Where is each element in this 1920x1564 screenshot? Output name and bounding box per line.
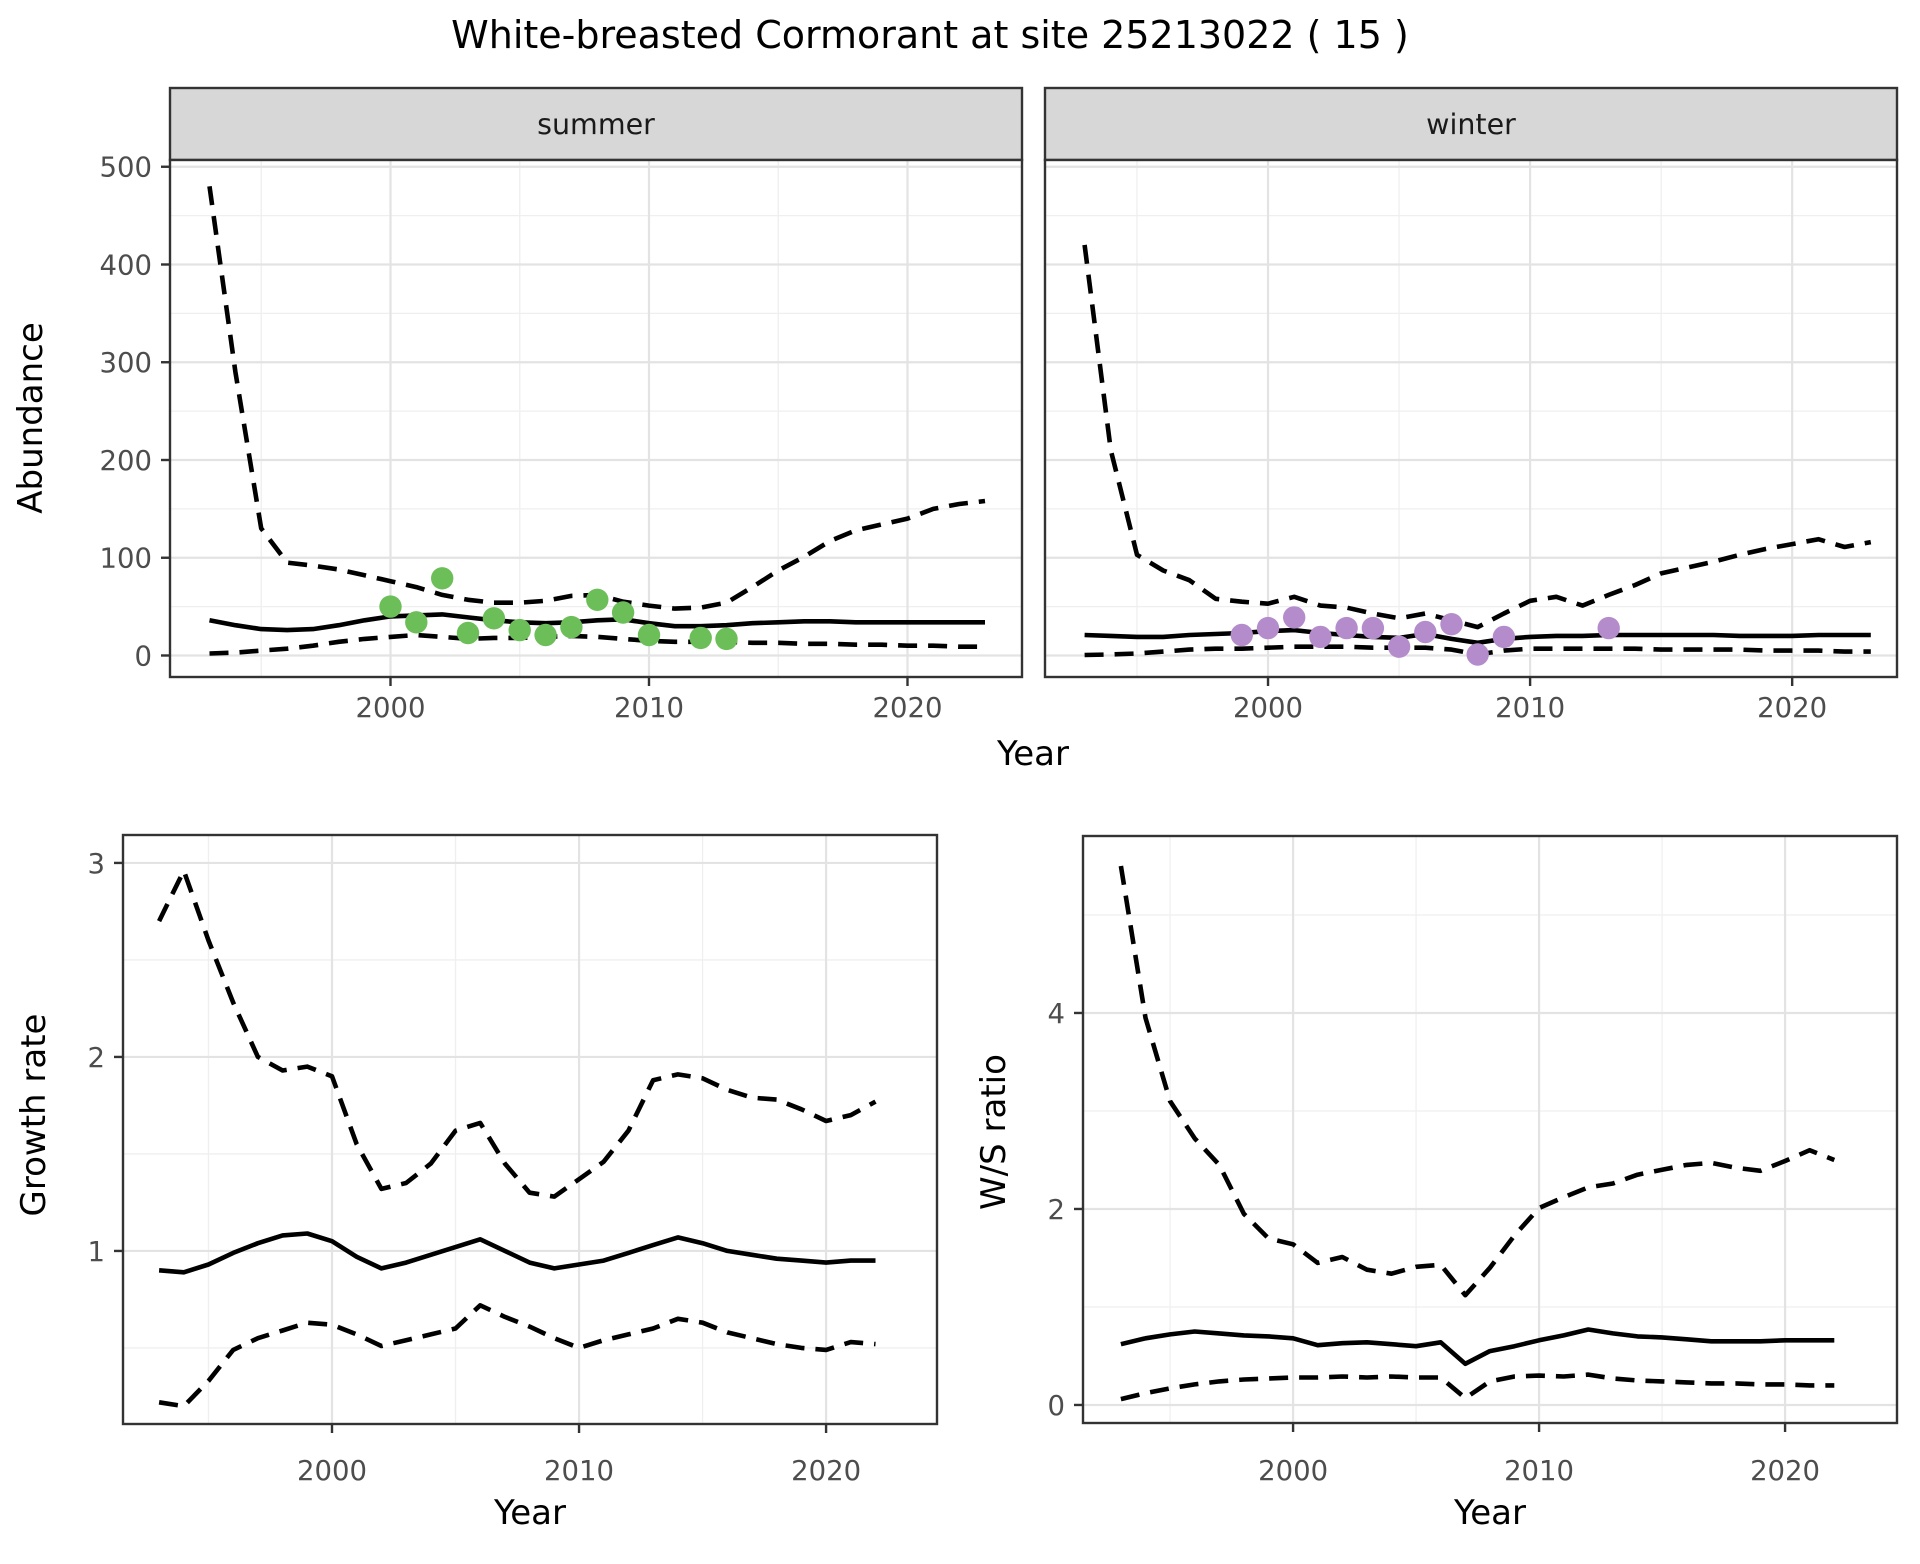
data-point <box>1230 623 1254 647</box>
chart-panel-abundance_summer: 2000 2010 2020 0 100 200 300 400 500 <box>100 152 1024 724</box>
data-point <box>586 588 609 611</box>
facet-strip-summer: summer <box>168 86 1024 162</box>
y-tick-label: 400 <box>100 249 153 281</box>
ci-lower_95ci-line <box>1120 1372 1835 1402</box>
chart-panel-ws_ratio: 2000 2010 2020 0 2 4 <box>1048 834 1899 1487</box>
data-point <box>560 615 583 639</box>
ci-upper_95ci-line <box>157 868 877 1199</box>
chart-panel-growth_rate: 2000 2010 2020 1 2 3 <box>88 833 939 1487</box>
x-tick-label: 2010 <box>544 1455 614 1487</box>
x-tick-label: 2010 <box>614 692 684 724</box>
data-point <box>431 567 454 590</box>
data-point <box>405 611 428 634</box>
facet-label-winter: winter <box>1426 108 1516 141</box>
median-line <box>209 612 985 633</box>
x-tick-label: 2020 <box>872 692 942 724</box>
data-point <box>611 601 635 624</box>
ci-lower_95ci-line <box>209 632 985 656</box>
y-axis-title-abundance: Abundance <box>11 322 51 514</box>
y-tick-label: 500 <box>100 152 153 184</box>
panel-border <box>1043 158 1899 679</box>
y-tick-label: 3 <box>88 848 106 880</box>
median-line <box>158 1231 876 1275</box>
data-point <box>1309 625 1332 649</box>
data-point <box>456 621 480 645</box>
data-point <box>1597 616 1620 640</box>
data-point <box>689 626 712 650</box>
panel-border <box>168 158 1024 679</box>
data-point <box>482 607 506 630</box>
data-point <box>534 623 557 647</box>
y-tick-label: 200 <box>100 445 153 477</box>
panel-border <box>121 833 939 1426</box>
y-axis-title-growth-rate: Growth rate <box>14 1014 54 1217</box>
y-tick-label: 1 <box>88 1236 106 1268</box>
data-point <box>1414 620 1437 644</box>
x-axis-title-year-top: Year <box>996 734 1069 774</box>
x-tick-label: 2020 <box>791 1455 861 1487</box>
chart-panel-abundance_winter: 2000 2010 2020 <box>1043 158 1899 724</box>
x-axis-title-year-ws: Year <box>1453 1493 1526 1533</box>
data-point <box>379 595 402 618</box>
y-tick-label: 0 <box>135 640 153 672</box>
y-tick-label: 300 <box>100 347 153 379</box>
y-tick-label: 0 <box>1048 1390 1066 1422</box>
x-tick-label: 2000 <box>1258 1455 1328 1487</box>
data-point <box>1283 606 1306 629</box>
data-point <box>1335 616 1358 640</box>
median-line <box>1084 627 1871 646</box>
x-tick-label: 2000 <box>355 692 425 724</box>
x-tick-label: 2020 <box>1757 692 1827 724</box>
data-point <box>1256 616 1280 640</box>
y-axis-title-ws-ratio: W/S ratio <box>974 1054 1014 1210</box>
panel-border <box>1081 834 1899 1425</box>
y-tick-label: 2 <box>1048 1194 1066 1226</box>
y-tick-label: 2 <box>88 1042 106 1074</box>
data-point <box>508 618 531 642</box>
data-point <box>715 627 738 651</box>
ci-lower_95ci-line <box>158 1303 876 1409</box>
x-tick-label: 2000 <box>1233 692 1303 724</box>
x-tick-label: 2000 <box>297 1455 367 1487</box>
data-point <box>1466 643 1489 666</box>
ci-upper_95ci-line <box>1118 865 1836 1298</box>
data-point <box>637 623 661 647</box>
x-axis-title-year-growth: Year <box>493 1493 566 1533</box>
figure-title: White-breasted Cormorant at site 2521302… <box>451 13 1409 57</box>
data-point <box>1492 625 1516 649</box>
median-line <box>1120 1327 1835 1367</box>
panel-background <box>123 835 937 1424</box>
panel-background <box>1045 160 1897 677</box>
x-tick-label: 2020 <box>1750 1455 1820 1487</box>
y-tick-label: 100 <box>100 543 153 575</box>
x-tick-label: 2010 <box>1495 692 1565 724</box>
facet-label-summer: summer <box>537 108 655 141</box>
data-point <box>1440 613 1463 636</box>
data-point <box>1361 616 1385 640</box>
y-tick-label: 4 <box>1048 998 1066 1030</box>
data-point <box>1387 635 1411 658</box>
panel-background <box>1083 836 1897 1423</box>
x-tick-label: 2010 <box>1504 1455 1574 1487</box>
facet-strip-winter: winter <box>1043 86 1899 162</box>
ci-upper_95ci-line <box>1082 244 1872 630</box>
